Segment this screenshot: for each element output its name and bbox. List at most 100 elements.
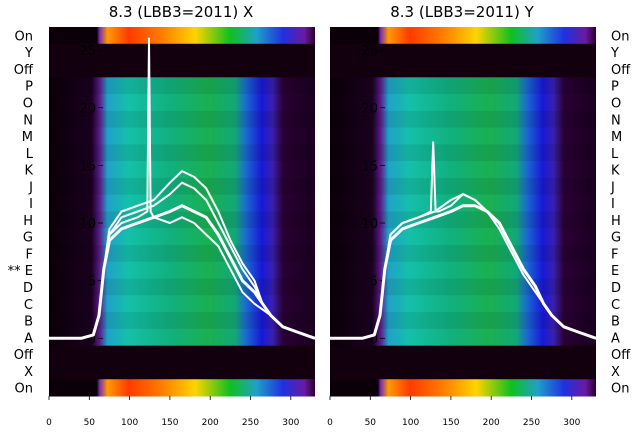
heatmap-row-21	[330, 362, 596, 380]
x-tick-label: 150	[442, 418, 459, 428]
heatmap-row-6	[49, 110, 315, 129]
overlay-series-line	[330, 193, 597, 340]
heatmap-row-8	[330, 144, 596, 162]
heatmap-row-22	[330, 379, 596, 397]
x-tick-label: 300	[563, 418, 580, 428]
y-tick-label: 25	[79, 44, 96, 59]
x-tick-label: 250	[242, 418, 259, 428]
heatmap-row-5	[330, 94, 596, 112]
heatmap-row-17	[330, 295, 596, 313]
row-label: D	[611, 281, 621, 296]
y-tick-label: 0	[88, 332, 96, 347]
y-tick-label: 5	[370, 275, 378, 290]
heatmap-row-shade	[49, 211, 315, 229]
row-label: C	[24, 298, 33, 313]
row-label: H	[23, 214, 33, 229]
heatmap-row-14	[330, 245, 596, 263]
heatmap-row-shade	[49, 245, 315, 262]
heatmap-row-9	[330, 161, 596, 179]
row-label: D	[23, 281, 33, 296]
heatmap-row-11	[49, 194, 315, 212]
row-label: N	[611, 113, 621, 128]
row-label: N	[23, 113, 33, 128]
x-tick-label: 100	[121, 418, 138, 428]
row-label: H	[611, 214, 621, 229]
row-label: A	[611, 331, 620, 346]
heatmap-row-10	[330, 177, 596, 196]
row-label: A	[24, 331, 33, 346]
heatmap-row-3	[49, 60, 315, 78]
y-tick-label: 20	[361, 102, 378, 117]
row-label: Off	[14, 348, 34, 363]
row-label: Y	[610, 46, 619, 61]
heatmap-row-shade	[49, 110, 315, 128]
row-label: F	[26, 247, 33, 262]
heatmap-row-7	[330, 127, 596, 145]
x-tick-label: 0	[327, 418, 333, 428]
heatmap-row-7	[49, 127, 315, 145]
heatmap-row-shade	[330, 312, 596, 329]
heatmap-row-shade	[330, 144, 596, 162]
heatmap-row-15	[330, 261, 596, 280]
heatmap-row-15	[49, 261, 315, 280]
heatmap-row-shade	[330, 110, 596, 128]
heatmap-row-21	[49, 362, 315, 380]
heatmap-row-8	[49, 144, 315, 162]
y-tick-label: 20	[79, 102, 96, 117]
heatmap-row-1	[330, 27, 596, 45]
chart-title-x: 8.3 (LBB3=2011) X	[109, 3, 254, 21]
row-label: G	[611, 231, 621, 246]
row-label: L	[26, 147, 34, 162]
row-label: K	[24, 164, 33, 179]
row-label: On	[15, 382, 33, 397]
x-tick-label: 0	[46, 418, 52, 428]
x-tick-label: 150	[161, 418, 178, 428]
heatmap-row-shade	[49, 177, 315, 195]
heatmap-row-shade	[330, 177, 596, 195]
row-label: P	[611, 80, 619, 95]
heatmap-row-shade	[49, 77, 315, 95]
row-label: Off	[611, 63, 631, 78]
heatmap-row-9	[49, 161, 315, 179]
row-label: F	[611, 247, 618, 262]
row-label: Y	[24, 46, 33, 61]
heatmap-row-6	[330, 110, 596, 129]
heatmap-row-17	[49, 295, 315, 313]
row-label: C	[611, 298, 620, 313]
row-label: O	[23, 96, 33, 111]
x-tick-label: 100	[402, 418, 419, 428]
row-label: B	[24, 315, 33, 330]
y-tick-label: 0	[370, 332, 378, 347]
row-label: P	[25, 80, 33, 95]
heatmap-row-2	[330, 43, 596, 62]
y-tick-label: 15	[79, 159, 96, 174]
heatmap-row-16	[49, 278, 315, 296]
row-label: On	[15, 29, 33, 44]
heatmap-row-shade	[330, 211, 596, 229]
y-tick-label: 10	[361, 217, 378, 232]
y-tick-label: 5	[88, 275, 96, 290]
row-label: M	[22, 130, 33, 145]
row-label: ** E	[8, 264, 33, 279]
x-tick-label: 200	[202, 418, 219, 428]
heatmap-row-shade	[49, 144, 315, 162]
y-tick-label: 15	[361, 159, 378, 174]
heatmap-row-14	[49, 245, 315, 263]
heatmap-row-1	[49, 27, 315, 45]
heatmap-row-shade	[49, 312, 315, 329]
row-label: Off	[611, 348, 631, 363]
row-label: B	[611, 315, 620, 330]
heatmap-row-shade	[330, 245, 596, 262]
heatmap-row-shade	[330, 77, 596, 95]
row-label: M	[611, 130, 622, 145]
heatmap-row-19	[49, 328, 315, 347]
heatmap-row-18	[330, 312, 596, 330]
y-tick-label: 10	[79, 217, 96, 232]
row-label: X	[24, 365, 33, 380]
heatmap-row-4	[330, 77, 596, 95]
x-tick-label: 200	[483, 418, 500, 428]
heatmap-row-12	[330, 211, 596, 229]
